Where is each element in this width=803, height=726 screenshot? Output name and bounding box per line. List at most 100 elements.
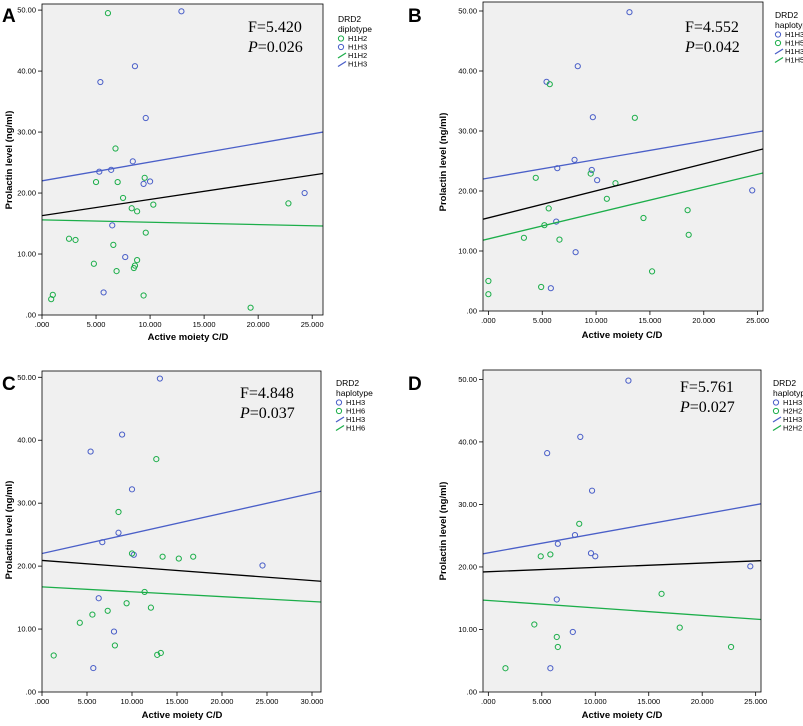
panel-a-axes: .000 5.000 10.000 15.000 20.000 25.000 .00 10.0… xyxy=(17,3,324,329)
panel-c-point-h1h6 xyxy=(147,604,154,611)
panel-b-x-label: Active moiety C/D xyxy=(582,330,663,341)
panel-d-legend-marker-point xyxy=(772,407,780,415)
panel-d-point-h2h2 xyxy=(531,621,538,628)
panel-b-marks xyxy=(483,9,763,298)
panel-a-point-h1h2 xyxy=(90,260,97,267)
panel-a: A .000 5.000 10.000 15.000 20.000 25.000 .00 10… xyxy=(2,3,372,343)
panel-a-p-stat: P=0.026 xyxy=(247,39,303,56)
panel-a-point-h1h3 xyxy=(122,253,129,261)
panel-d-point-h2h2 xyxy=(676,624,683,631)
panel-b-point-h1h3 xyxy=(554,165,561,172)
panel-c-legend-item: H1H3 xyxy=(346,415,365,424)
panel-d-y-tick-label: 10.00 xyxy=(458,625,477,634)
panel-b-point-h1h5 xyxy=(485,277,492,285)
panel-a-x-tick-label: 20.000 xyxy=(247,320,270,329)
panel-b-point-h1h3 xyxy=(574,63,581,70)
panel-d-point-h2h2 xyxy=(553,633,560,641)
panel-b-y-tick-label: 20.00 xyxy=(458,187,477,196)
panel-d-legend-item: H1H3 xyxy=(783,415,802,424)
panel-a-y-tick-label: .00 xyxy=(26,311,36,320)
panel-a-point-h1h2 xyxy=(114,178,121,186)
panel-d-plot-area xyxy=(483,370,761,692)
panel-a-point-h1h3 xyxy=(178,8,185,15)
panel-d-marks xyxy=(483,377,761,672)
panel-a-x-label: Active moiety C/D xyxy=(148,332,229,343)
panel-b-point-h1h5 xyxy=(532,174,539,181)
panel-d-point-h2h2 xyxy=(554,643,561,651)
panel-d-legend-marker-point xyxy=(772,399,780,406)
panel-d-point-h1h3 xyxy=(571,531,579,539)
panel-c-point-h1h6 xyxy=(104,607,111,614)
panel-c-legend-item: H1H3 xyxy=(346,398,365,407)
panel-c-plot-area xyxy=(42,371,321,692)
panel-a-point-h1h3 xyxy=(140,180,147,187)
panel-c-point-h1h3 xyxy=(259,562,266,569)
panel-a-x-tick-label: 25.000 xyxy=(301,320,324,329)
panel-a-point-h1h2 xyxy=(130,264,137,272)
panel-d-point-h2h2 xyxy=(547,551,554,558)
panel-a-p-label: P xyxy=(247,39,258,56)
panel-a-point-h1h2 xyxy=(285,200,292,207)
panel-a-y-tick-label: 30.00 xyxy=(17,128,36,137)
panel-c-point-h1h6 xyxy=(157,649,164,657)
panel-a-marks xyxy=(42,8,323,311)
panel-b-point-h1h3 xyxy=(547,285,554,292)
panel-b-plot-area xyxy=(483,2,763,311)
panel-d-point-h2h2 xyxy=(576,520,583,527)
panel-b-axes: .000 5.000 10.000 15.000 20.000 25.000 .00 10.0… xyxy=(458,1,769,325)
panel-b-legend-marker-point xyxy=(774,31,782,38)
panel-b-y-tick-label: 50.00 xyxy=(458,7,477,16)
panel-a-point-h1h2 xyxy=(113,267,120,275)
panel-c-y-tick-label: 30.00 xyxy=(17,499,36,508)
panel-b-legend-marker-point xyxy=(774,39,782,47)
panel-b-p-label: P xyxy=(684,39,695,56)
panel-c-letter: C xyxy=(2,374,16,395)
panel-b-y-tick-label: .00 xyxy=(467,307,477,316)
panel-d-point-h1h3 xyxy=(569,628,576,636)
panel-c-point-h1h6 xyxy=(89,611,96,618)
panel-d-x-label: Active moiety C/D xyxy=(582,710,663,721)
panel-c-x-tick-label: 5.000 xyxy=(78,697,97,706)
panel-a-point-h1h2 xyxy=(110,241,117,248)
panel-b-point-h1h3 xyxy=(571,156,578,163)
panel-a-fit-line-h1h2 xyxy=(42,219,323,227)
panel-a-point-h1h3 xyxy=(142,114,149,122)
panel-d-legend-marker-line xyxy=(772,416,782,423)
panel-c-point-h1h3 xyxy=(156,375,163,382)
panel-c-point-h1h6 xyxy=(50,652,57,659)
panel-b-point-h1h3 xyxy=(589,114,596,121)
panel-b-y-tick-label: 30.00 xyxy=(458,127,477,136)
panel-d-point-h1h3 xyxy=(553,596,560,603)
panel-b-point-h1h3 xyxy=(594,177,601,184)
panel-c-legend-title: DRD2 xyxy=(336,378,359,388)
panel-c-legend-marker-line xyxy=(335,416,345,423)
panel-c-legend-marker-point xyxy=(335,407,343,415)
panel-a-plot-area xyxy=(42,4,323,315)
panel-c-point-h1h3 xyxy=(128,486,136,493)
panel-a-point-h1h2 xyxy=(142,229,149,236)
panel-b-y-label: Prolactin level (ng/ml) xyxy=(438,113,449,212)
panel-a-point-h1h2 xyxy=(65,235,73,242)
panel-c-legend-item: H1H6 xyxy=(346,424,365,433)
panel-b-point-h1h5 xyxy=(485,291,492,298)
panel-c-f-stat: F=4.848 xyxy=(240,385,294,402)
panel-a-legend-marker-point xyxy=(337,43,345,51)
panel-b-fit-line-h1h5 xyxy=(483,172,763,241)
panel-d-fit-line-h1h3 xyxy=(483,503,761,555)
panel-a-y-label: Prolactin level (ng/ml) xyxy=(4,111,15,210)
panel-b-point-h1h3 xyxy=(626,9,633,16)
panel-d-legend-item: H2H2 xyxy=(783,424,802,433)
panel-b-legend-title: DRD2 xyxy=(775,10,798,20)
panel-b-point-h1h5 xyxy=(685,231,692,238)
panel-d-axes: .000 5.000 10.000 15.000 20.000 25.000 .00 10.0… xyxy=(458,369,767,706)
panel-a-x-tick-label: 15.000 xyxy=(193,320,216,329)
panel-b-legend-item: H1H3 xyxy=(785,47,803,56)
panel-c-p-label: P xyxy=(239,405,250,422)
panel-a-point-h1h2 xyxy=(150,201,157,208)
panel-a-y-tick-label: 20.00 xyxy=(17,189,36,198)
panel-d-x-tick-label: 25.000 xyxy=(744,697,767,706)
panel-b-x-tick-label: 10.000 xyxy=(585,316,608,325)
panel-b-p-stat: P=0.042 xyxy=(684,39,740,56)
